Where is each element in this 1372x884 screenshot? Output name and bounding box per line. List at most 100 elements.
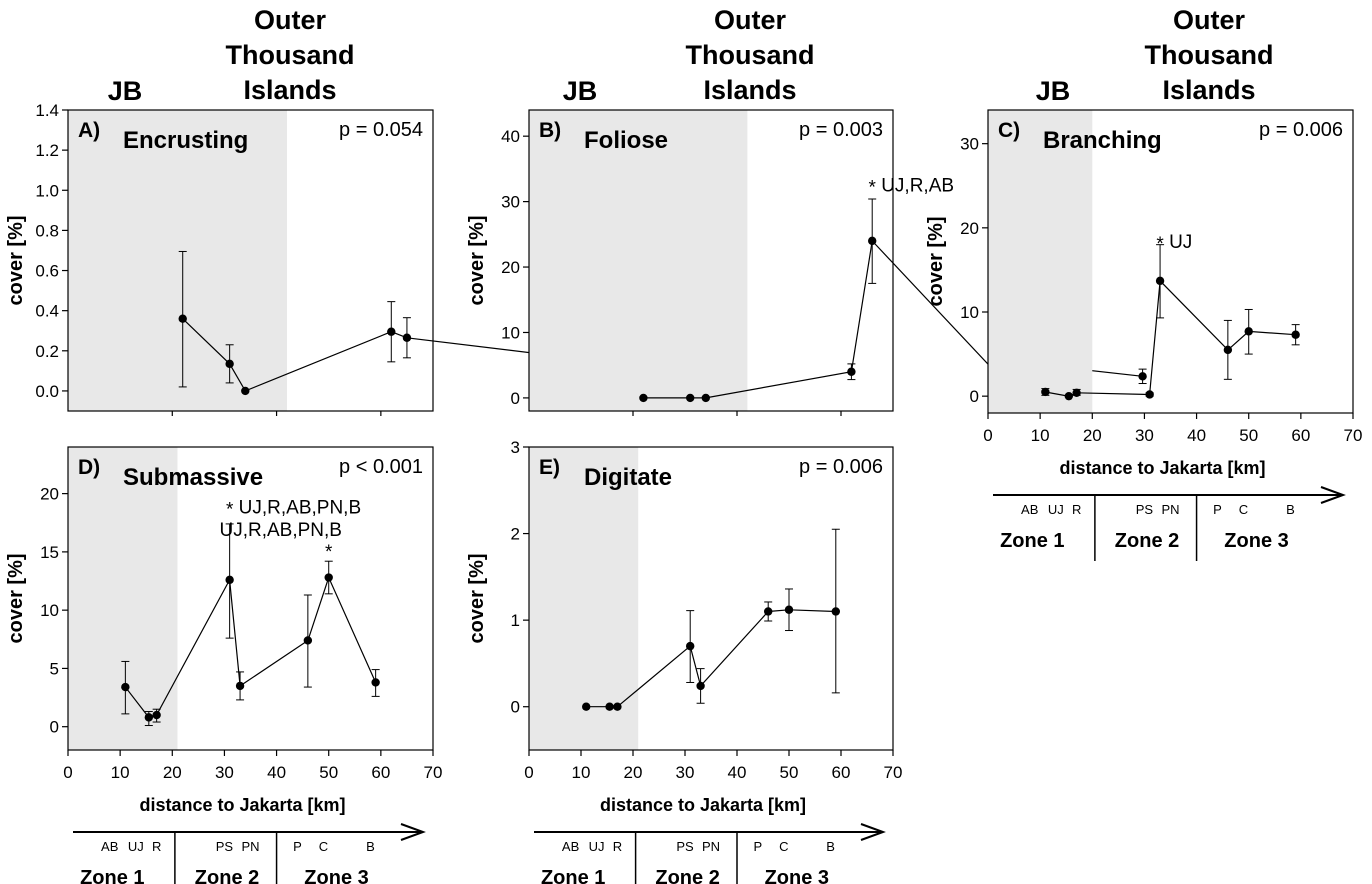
- x-tick-label: 10: [1031, 426, 1050, 445]
- zone-arrow-head: [860, 823, 886, 841]
- data-point: [241, 386, 250, 396]
- data-point: [764, 607, 773, 616]
- site-label: PN: [1161, 502, 1179, 517]
- y-tick-label: 3: [511, 438, 520, 457]
- zone-label: Zone 2: [1115, 530, 1179, 552]
- site-label: P: [293, 839, 302, 854]
- y-tick-label: 20: [501, 258, 520, 277]
- y-tick-label: 40: [501, 127, 520, 146]
- site-label: PN: [702, 839, 720, 854]
- p-value: p = 0.006: [1259, 119, 1343, 141]
- data-point: [686, 641, 695, 651]
- data-point: [1291, 330, 1300, 339]
- site-label: R: [152, 839, 161, 854]
- site-label: B: [366, 839, 375, 854]
- header-jb: JB: [563, 76, 598, 106]
- x-tick-label: 50: [780, 763, 799, 782]
- x-tick-label: 30: [215, 763, 234, 782]
- x-axis-label: distance to Jakarta [km]: [139, 795, 345, 815]
- chart-panel-c: 0 10 20 30 0 10 20 30 40 50 60 70 cover [%] C) Branchi…: [925, 109, 1362, 561]
- y-tick-label: 30: [501, 193, 520, 212]
- column-header: JB Outer Thousand Islands: [108, 5, 355, 106]
- x-tick-label: 10: [111, 763, 130, 782]
- y-tick-label: 0: [970, 387, 979, 406]
- zone-label: Zone 1: [1000, 530, 1064, 552]
- header-jb: JB: [1036, 76, 1071, 106]
- y-tick-label: 20: [960, 219, 979, 238]
- x-tick-label: 20: [624, 763, 643, 782]
- zone-arrow-head: [400, 823, 426, 841]
- y-tick-label: 5: [50, 659, 59, 678]
- data-point: [144, 713, 154, 722]
- zone-label: Zone 3: [765, 867, 829, 884]
- data-point: [686, 393, 695, 403]
- x-tick-label: 20: [163, 763, 182, 782]
- y-tick-label: 0.6: [35, 262, 59, 281]
- data-point: [303, 636, 313, 645]
- x-tick-label: 40: [1187, 426, 1206, 445]
- site-label: UJ: [1048, 502, 1064, 517]
- panel-title: Submassive: [123, 464, 263, 491]
- y-tick-label: 15: [40, 543, 59, 562]
- panel-letter: C): [998, 119, 1020, 142]
- header-outer-line: Thousand: [686, 40, 815, 70]
- x-tick-label: 0: [983, 426, 992, 445]
- site-label: AB: [1021, 502, 1038, 517]
- data-point: [1223, 345, 1233, 355]
- panel-title: Branching: [1043, 127, 1162, 154]
- y-tick-label: 0.2: [35, 342, 59, 361]
- x-tick-label: 40: [728, 763, 747, 782]
- site-label: AB: [562, 839, 579, 854]
- header-outer-line: Outer: [254, 5, 327, 35]
- column-header: JB Outer Thousand Islands: [1036, 5, 1274, 106]
- data-point: [371, 678, 380, 687]
- plot-frame: [528, 109, 894, 412]
- jb-shaded-region: [529, 110, 748, 411]
- x-tick-label: 70: [884, 763, 903, 782]
- p-value: p = 0.003: [799, 119, 883, 141]
- data-point: [1041, 387, 1050, 397]
- data-point: [784, 605, 794, 614]
- data-point: [831, 607, 840, 616]
- x-tick-label: 50: [1239, 426, 1258, 445]
- panel-letter: A): [78, 119, 100, 142]
- data-point: [696, 681, 705, 691]
- panel-letter: D): [78, 456, 100, 479]
- y-axis-label: cover [%]: [5, 553, 27, 643]
- jb-shaded-region: [68, 447, 178, 750]
- x-tick-label: 20: [1083, 426, 1102, 445]
- data-point: [868, 236, 877, 246]
- data-point: [387, 327, 396, 336]
- site-label: P: [753, 839, 762, 854]
- site-label: AB: [101, 839, 118, 854]
- p-value: p = 0.006: [799, 456, 883, 478]
- x-tick-label: 60: [371, 763, 390, 782]
- zone-strip: AB UJ R PS PN P C B Zone 1 Zone 2 Zone 3: [534, 823, 886, 884]
- significance-annotation: UJ,R,AB: [881, 175, 954, 196]
- y-tick-label: 0: [511, 698, 520, 717]
- site-label: B: [826, 839, 835, 854]
- zone-label: Zone 3: [1224, 530, 1288, 552]
- data-point: [605, 702, 614, 711]
- y-axis-label: cover [%]: [5, 215, 27, 305]
- y-tick-label: 1.0: [35, 181, 59, 200]
- y-tick-label: 1.4: [35, 101, 59, 120]
- data-point: [1064, 391, 1074, 401]
- data-point: [847, 367, 856, 376]
- data-point: [402, 333, 412, 342]
- data-point: [1244, 327, 1253, 336]
- zone-strip: AB UJ R PS PN P C B Zone 1 Zone 2 Zone 3: [993, 486, 1346, 561]
- data-point: [613, 702, 622, 711]
- y-tick-label: 10: [501, 323, 520, 342]
- y-tick-label: 20: [40, 485, 59, 504]
- chart-panel-b: 0 10 20 30 40 cover [%] B) Foliose p = 0.003 * UJ,…: [466, 109, 1147, 416]
- data-point: [225, 575, 234, 585]
- data-point: [178, 314, 187, 323]
- jb-shaded-region: [529, 447, 639, 750]
- x-tick-label: 10: [572, 763, 591, 782]
- site-label: B: [1286, 502, 1295, 517]
- significance-annotation: UJ,R,AB,PN,B: [239, 498, 361, 519]
- y-tick-label: 0: [511, 389, 520, 408]
- data-point: [701, 393, 710, 403]
- x-tick-label: 70: [424, 763, 443, 782]
